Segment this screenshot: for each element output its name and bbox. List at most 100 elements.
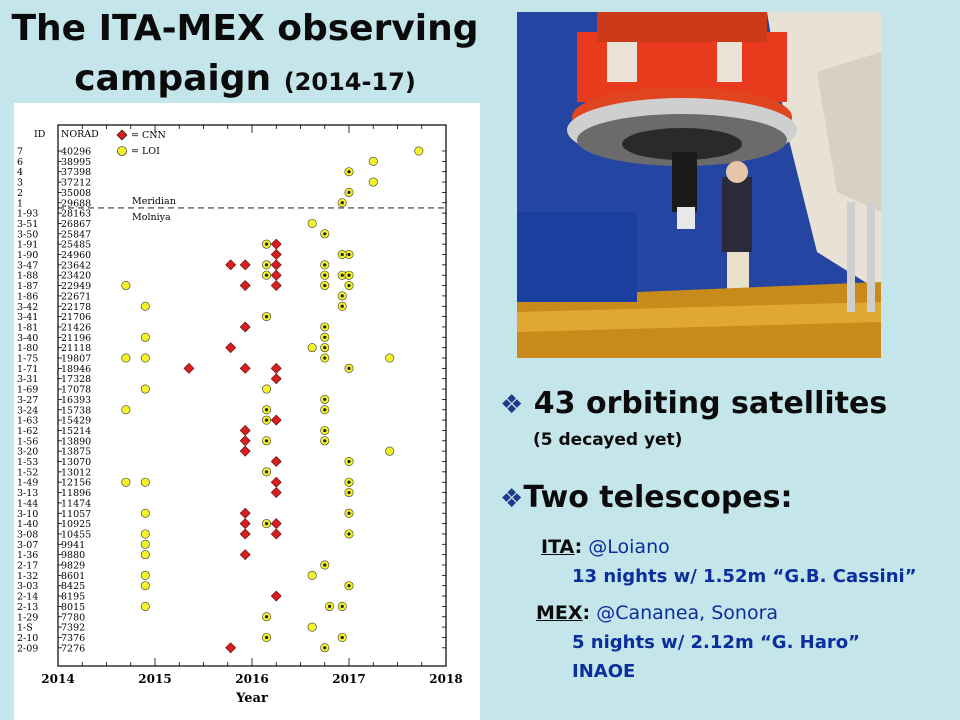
row-norad-label: 11057 xyxy=(61,509,91,520)
cnn-point xyxy=(225,642,237,654)
row-norad-label: 21196 xyxy=(61,333,91,344)
row-id-label: 1-86 xyxy=(17,291,38,302)
cnn-point xyxy=(270,456,282,467)
cnn-point xyxy=(239,528,251,540)
row-id-label: 1-71 xyxy=(17,364,38,375)
row-id-label: 3-42 xyxy=(17,302,38,313)
header-id: ID xyxy=(34,129,46,140)
chart-svg: 7 40296 6 38995 4 37398 3 37212 2 35008 1 29688 1-93… xyxy=(17,124,463,706)
mex-site-line: MEX: @Cananea, Sonora xyxy=(536,602,778,624)
x-tick-label: 2016 xyxy=(235,672,268,686)
cnn-point xyxy=(239,518,251,530)
row-id-label: 3-50 xyxy=(17,229,38,240)
row-norad-label: 11896 xyxy=(61,488,91,499)
row-id-label: 1-80 xyxy=(17,343,38,354)
row-norad-label: 16393 xyxy=(61,395,91,406)
cnn-point xyxy=(183,362,195,374)
row-id-label: 3-51 xyxy=(17,219,38,230)
row-norad-label: 9829 xyxy=(61,561,85,572)
ita-site: @Loiano xyxy=(588,536,670,558)
row-norad-label: 7392 xyxy=(61,623,85,634)
cnn-point xyxy=(270,487,282,498)
row-id-label: 1-63 xyxy=(17,416,38,427)
row-norad-label: 21426 xyxy=(61,322,91,333)
cnn-point xyxy=(239,549,251,561)
row-id-label: 2-09 xyxy=(17,643,38,654)
loi-point-center xyxy=(347,283,351,288)
row-norad-label: 37212 xyxy=(61,178,91,189)
cnn-point xyxy=(225,259,237,271)
loi-point-center xyxy=(264,315,269,319)
loi-point xyxy=(368,177,378,187)
mex-label: MEX xyxy=(536,602,583,624)
mex-institute: INAOE xyxy=(572,661,636,682)
loi-point-center xyxy=(347,490,351,495)
loi-point xyxy=(140,384,150,394)
cnn-point xyxy=(270,259,282,271)
row-id-label: 1-36 xyxy=(17,550,38,561)
loi-point-center xyxy=(323,273,327,277)
loi-point-center xyxy=(347,584,351,588)
row-norad-label: 15429 xyxy=(61,416,91,427)
cnn-point xyxy=(270,476,282,488)
row-id-label: 6 xyxy=(17,157,23,168)
x-tick-label: 2018 xyxy=(429,672,462,686)
cnn-point xyxy=(270,414,282,426)
header-norad: NORAD xyxy=(61,129,99,140)
cnn-point xyxy=(270,238,282,250)
row-id-label: 1-88 xyxy=(17,271,38,282)
row-norad-label: 15214 xyxy=(61,426,91,437)
row-id-label: 1-87 xyxy=(17,281,38,292)
loi-point xyxy=(307,343,317,353)
loi-point xyxy=(140,570,150,580)
loi-point xyxy=(385,446,395,456)
row-norad-label: 25485 xyxy=(61,240,91,251)
row-norad-label: 37398 xyxy=(61,167,91,178)
ita-label: ITA xyxy=(541,536,575,558)
cnn-point xyxy=(270,280,282,291)
cnn-point xyxy=(270,373,282,385)
row-id-label: 1-52 xyxy=(17,467,38,478)
loi-point-center xyxy=(340,304,344,308)
loi-point-center xyxy=(323,408,327,412)
row-id-label: 3 xyxy=(17,178,23,189)
row-norad-label: 12156 xyxy=(61,478,91,489)
row-id-label: 3-31 xyxy=(17,374,38,385)
legend-cnn-label: = CNN xyxy=(131,130,166,141)
ita-site-line: ITA: @Loiano xyxy=(541,536,670,558)
loi-point xyxy=(140,508,150,518)
row-norad-label: 24960 xyxy=(61,250,91,261)
loi-point xyxy=(140,477,150,487)
ita-detail: 13 nights w/ 1.52m “G.B. Cassini” xyxy=(572,566,917,587)
loi-point xyxy=(368,156,378,166)
row-id-label: 3-47 xyxy=(17,260,38,271)
row-id-label: 2 xyxy=(17,188,23,199)
row-norad-label: 26867 xyxy=(61,219,91,230)
bullet-satellites-text: 43 orbiting satellites xyxy=(533,386,888,421)
loi-point-center xyxy=(264,470,269,474)
cnn-point xyxy=(270,528,282,540)
loi-point-center xyxy=(264,273,269,277)
row-norad-label: 8601 xyxy=(61,571,85,582)
loi-point-center xyxy=(328,604,332,608)
loi-point-center xyxy=(323,428,327,433)
row-id-label: 3-03 xyxy=(17,581,38,592)
loi-point-center xyxy=(340,201,344,205)
row-norad-label: 35008 xyxy=(61,188,91,199)
loi-point-center xyxy=(323,356,327,360)
row-norad-label: 38995 xyxy=(61,157,91,168)
row-id-label: 1-49 xyxy=(17,478,38,489)
loi-point xyxy=(140,332,150,342)
mex-detail: 5 nights w/ 2.12m “G. Haro” xyxy=(572,632,860,653)
row-norad-label: 21706 xyxy=(61,312,91,323)
row-norad-label: 13875 xyxy=(61,447,91,458)
row-norad-label: 22671 xyxy=(61,291,91,302)
row-id-label: 1-29 xyxy=(17,612,38,623)
cnn-point xyxy=(270,249,282,260)
loi-point xyxy=(140,539,150,549)
cnn-point xyxy=(239,362,251,374)
loi-point-center xyxy=(264,242,269,246)
loi-point-center xyxy=(264,418,269,422)
loi-point-center xyxy=(347,366,351,370)
row-id-label: 1-32 xyxy=(17,571,38,582)
